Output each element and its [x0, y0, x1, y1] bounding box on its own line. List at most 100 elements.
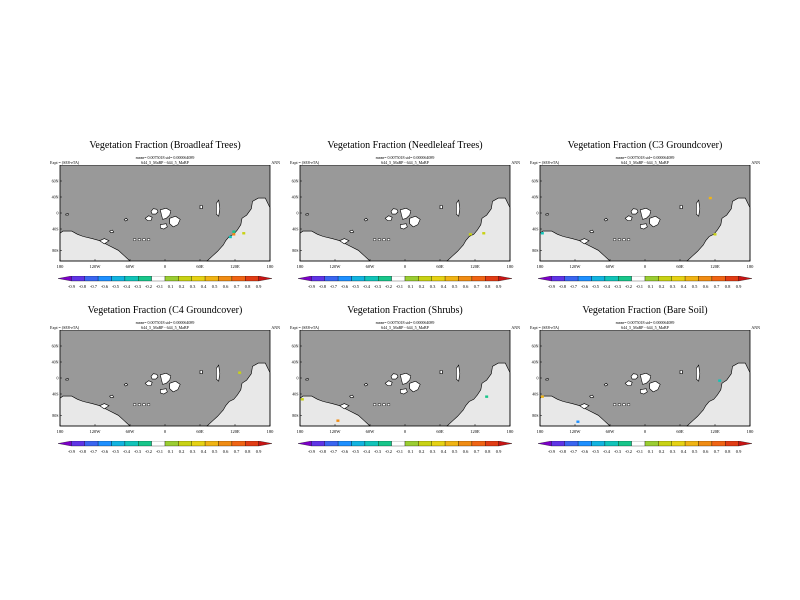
island-small — [627, 403, 631, 406]
colorbar-tick-label: -0.2 — [145, 449, 152, 454]
colorbar-tick-label: 0.4 — [681, 284, 687, 289]
colorbar-swatch — [391, 276, 406, 282]
colorbar-tick-label: 0.9 — [256, 449, 262, 454]
x-tick-label: 180 — [297, 429, 305, 434]
colorbar-tick-label: 0.8 — [485, 284, 491, 289]
panel-expt: Expt = (SE8-eTA) — [50, 325, 80, 330]
colorbar-swatch — [485, 276, 499, 282]
island — [160, 388, 168, 395]
island — [603, 217, 609, 222]
y-tick-label: 40N — [292, 360, 299, 365]
x-tick-label: 60W — [366, 429, 376, 434]
colorbar-tick-label: -0.4 — [603, 284, 611, 289]
island — [639, 372, 652, 385]
island — [160, 223, 168, 230]
colorbar-swatch — [577, 441, 592, 447]
colorbar-tick-label: -0.8 — [79, 284, 87, 289]
panel-expt: Expt = (SE8-eTA) — [290, 325, 320, 330]
colorbar-tick-label: 0.4 — [681, 449, 687, 454]
island-small — [373, 238, 377, 241]
colorbar-swatch — [245, 276, 259, 282]
colorbar-swatch — [498, 276, 513, 282]
colorbar-swatch — [498, 441, 513, 447]
y-tick-label: 60N — [52, 344, 59, 349]
colorbar-tick-label: -0.3 — [614, 449, 622, 454]
colorbar-tick-label: -0.3 — [134, 284, 142, 289]
data-mark — [482, 232, 486, 235]
colorbar-swatch — [644, 441, 659, 447]
island — [363, 382, 369, 387]
panel-source: 644_5_MaBP - 644_5_MaBP — [141, 325, 189, 330]
colorbar-tick-label: 0.3 — [430, 449, 436, 454]
panel-title: Vegetation Fraction (Shrubs) — [347, 305, 463, 316]
land-region — [686, 197, 751, 262]
colorbar-swatch — [485, 441, 499, 447]
island — [159, 207, 172, 220]
colorbar-tick-label: -0.8 — [559, 284, 567, 289]
colorbar-swatch — [458, 276, 473, 282]
x-tick-label: 0 — [644, 429, 647, 434]
island-small — [142, 403, 146, 406]
island-small — [382, 403, 386, 406]
island — [579, 238, 590, 245]
data-mark — [485, 395, 489, 398]
colorbar-swatch — [124, 441, 139, 447]
colorbar: -0.9 -0.8 -0.7 -0.6 -0.5 -0.4 -0.3 -0.2 -0.1 0.1 0… — [537, 441, 753, 454]
colorbar-tick-label: -0.5 — [112, 284, 120, 289]
panel-c3-groundcover: Vegetation Fraction (C3 Groundcover) mea… — [530, 140, 760, 290]
island — [150, 373, 159, 380]
x-tick-label: 180 — [507, 429, 515, 434]
x-tick-label: 60E — [436, 264, 444, 269]
colorbar-swatch — [604, 441, 619, 447]
colorbar-tick-label: 0.1 — [648, 284, 654, 289]
colorbar-tick-label: -0.6 — [341, 449, 349, 454]
island — [630, 208, 639, 215]
y-tick-label: 60N — [292, 179, 299, 184]
colorbar-swatch — [191, 276, 206, 282]
x-tick-label: 180 — [747, 264, 755, 269]
x-tick-label: 120W — [570, 264, 582, 269]
panel-subtitle: mean= 0.0075018 std= 0.000064089 — [135, 155, 195, 160]
island — [603, 382, 609, 387]
panel-expt: Expt = (SE8-eTA) — [50, 160, 80, 165]
x-tick-label: 60W — [606, 429, 616, 434]
colorbar-tick-label: -0.8 — [559, 449, 567, 454]
island-small — [137, 403, 141, 406]
colorbar-swatch — [591, 441, 606, 447]
island-small — [613, 238, 617, 241]
colorbar-swatch — [324, 441, 339, 447]
colorbar-tick-label: 0.9 — [736, 284, 742, 289]
data-mark — [232, 230, 236, 233]
data-mark — [232, 233, 236, 236]
colorbar-swatch — [698, 276, 713, 282]
colorbar-swatch — [337, 441, 352, 447]
colorbar-tick-label: 0.2 — [419, 284, 425, 289]
island — [589, 229, 595, 234]
colorbar-tick-label: 0.2 — [419, 449, 425, 454]
colorbar-tick-label: 0.5 — [212, 284, 218, 289]
island-small — [387, 403, 391, 406]
panel-needleleaf-trees: Vegetation Fraction (Needleleaf Trees) m… — [290, 140, 520, 290]
island — [144, 215, 153, 221]
panel-subtitle: mean= 0.0075018 std= 0.000064089 — [615, 155, 675, 160]
colorbar-swatch — [458, 441, 473, 447]
panel-season: ANN — [511, 325, 520, 330]
x-tick-label: 180 — [57, 429, 65, 434]
colorbar-tick-label: 0.1 — [648, 449, 654, 454]
y-tick-label: 40S — [292, 227, 298, 232]
y-tick-label: 0 — [57, 211, 59, 216]
colorbar-swatch — [57, 441, 72, 447]
colorbar-tick-label: -0.2 — [385, 449, 392, 454]
y-tick-label: 40N — [292, 195, 299, 200]
island — [305, 378, 309, 381]
colorbar-swatch — [297, 441, 312, 447]
panel-subtitle: mean= 0.0075018 std= 0.000064089 — [135, 320, 195, 325]
island-small — [133, 238, 137, 241]
colorbar-tick-label: -0.8 — [79, 449, 87, 454]
x-tick-label: 180 — [507, 264, 515, 269]
colorbar-tick-label: -0.7 — [570, 284, 578, 289]
island-small — [377, 403, 381, 406]
x-tick-label: 0 — [404, 264, 407, 269]
x-tick-label: 60E — [436, 429, 444, 434]
colorbar-swatch — [551, 441, 565, 447]
